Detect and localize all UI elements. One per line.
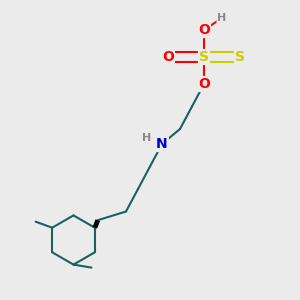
Text: S: S: [235, 50, 245, 64]
Text: H: H: [218, 13, 226, 23]
Text: O: O: [198, 77, 210, 91]
Text: N: N: [156, 137, 168, 151]
Text: H: H: [142, 133, 152, 143]
Text: S: S: [199, 50, 209, 64]
Text: O: O: [162, 50, 174, 64]
Text: O: O: [198, 23, 210, 37]
